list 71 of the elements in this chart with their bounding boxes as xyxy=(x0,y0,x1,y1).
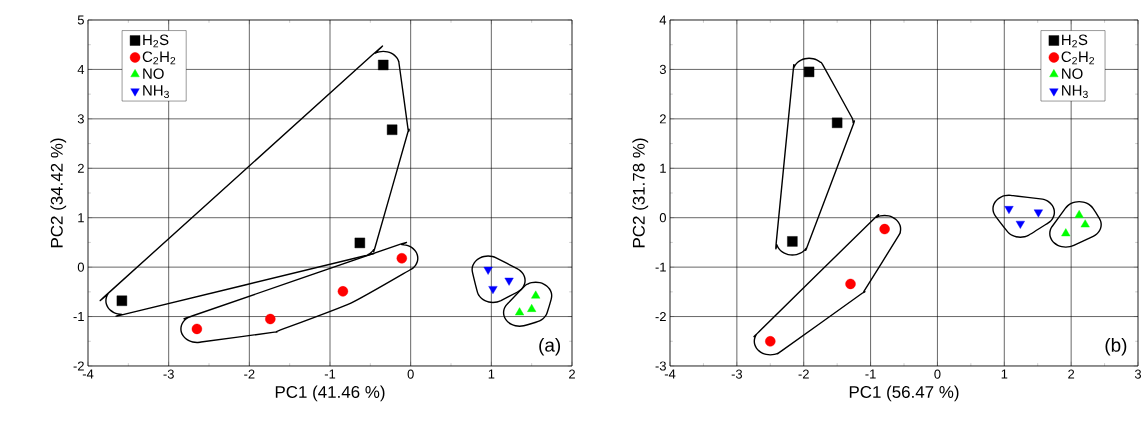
point xyxy=(396,253,407,264)
x-axis-title: PC1 (56.47 %) xyxy=(849,385,959,402)
point xyxy=(1061,228,1071,237)
point xyxy=(831,117,843,128)
point xyxy=(116,295,128,306)
point xyxy=(191,323,203,335)
x-tick-label: -4 xyxy=(664,369,676,379)
legend-label: NO xyxy=(143,68,164,79)
x-tick-label: -2 xyxy=(798,369,809,379)
legend-label: NH$_{3}$ xyxy=(143,85,169,99)
x-tick-label: 2 xyxy=(569,369,575,379)
point xyxy=(488,286,498,295)
x-tick-label: -1 xyxy=(865,369,876,379)
x-tick-label: -2 xyxy=(244,369,255,379)
point xyxy=(879,223,890,235)
x-tick-label: -3 xyxy=(163,369,174,379)
point xyxy=(515,307,525,316)
y-tick-label: -2 xyxy=(73,361,84,371)
point xyxy=(504,277,514,286)
y-tick-label: -1 xyxy=(655,262,666,272)
y-tick-label: 1 xyxy=(78,213,84,223)
x-tick-label: 3 xyxy=(1134,369,1142,379)
point xyxy=(531,290,541,299)
y-tick-label: -2 xyxy=(655,312,666,322)
point xyxy=(337,286,349,297)
x-tick-label: 1 xyxy=(488,369,495,379)
point xyxy=(354,237,366,249)
point xyxy=(378,59,389,71)
legend-label: C$_{2}$H$_{2}$ xyxy=(142,51,176,65)
y-tick-label: 2 xyxy=(659,114,666,124)
point xyxy=(765,336,776,347)
x-tick-label: 1 xyxy=(1001,369,1008,379)
point xyxy=(803,66,815,78)
y-axis-title: PC2 (31.78 %) xyxy=(632,138,649,248)
x-tick-label: -4 xyxy=(82,369,94,379)
annotation: (b) xyxy=(1105,337,1127,356)
point xyxy=(1080,219,1090,228)
point xyxy=(1033,209,1043,218)
x-tick-label: 2 xyxy=(1068,369,1075,379)
y-tick-label: 1 xyxy=(660,163,666,173)
legend-label: H$_{2}$S xyxy=(1062,34,1088,48)
point xyxy=(527,303,537,312)
x-tick-label: 0 xyxy=(934,369,941,379)
y-tick-label: 3 xyxy=(77,114,84,124)
y-tick-label: 4 xyxy=(77,64,85,74)
y-tick-label: 4 xyxy=(659,15,667,25)
legend-label: H$_{2}$S xyxy=(143,34,169,48)
y-tick-label: 2 xyxy=(77,163,84,173)
point xyxy=(845,278,856,290)
point xyxy=(483,266,493,275)
point xyxy=(1074,210,1084,218)
point xyxy=(1004,206,1014,214)
point xyxy=(386,124,398,135)
y-tick-label: 5 xyxy=(77,15,84,25)
x-axis-title: PC1 (41.46 %) xyxy=(275,385,385,402)
y-tick-label: 0 xyxy=(659,213,666,223)
legend-label: NH$_{3}$ xyxy=(1062,85,1088,99)
y-tick-label: 3 xyxy=(659,64,666,75)
point xyxy=(787,236,798,247)
x-tick-label: 0 xyxy=(407,369,414,379)
y-tick-label: -3 xyxy=(655,361,666,371)
annotation: (a) xyxy=(539,337,561,356)
legend-label: NO xyxy=(1062,68,1083,79)
y-tick-label: 0 xyxy=(77,262,84,272)
point xyxy=(265,313,276,325)
y-tick-label: -1 xyxy=(73,312,84,322)
point xyxy=(1015,220,1025,229)
x-tick-label: -1 xyxy=(324,369,336,379)
y-axis-title: PC2 (34.42 %) xyxy=(50,138,67,248)
legend-label: C$_{2}$H$_{2}$ xyxy=(1061,51,1095,65)
x-tick-label: -3 xyxy=(731,369,743,379)
